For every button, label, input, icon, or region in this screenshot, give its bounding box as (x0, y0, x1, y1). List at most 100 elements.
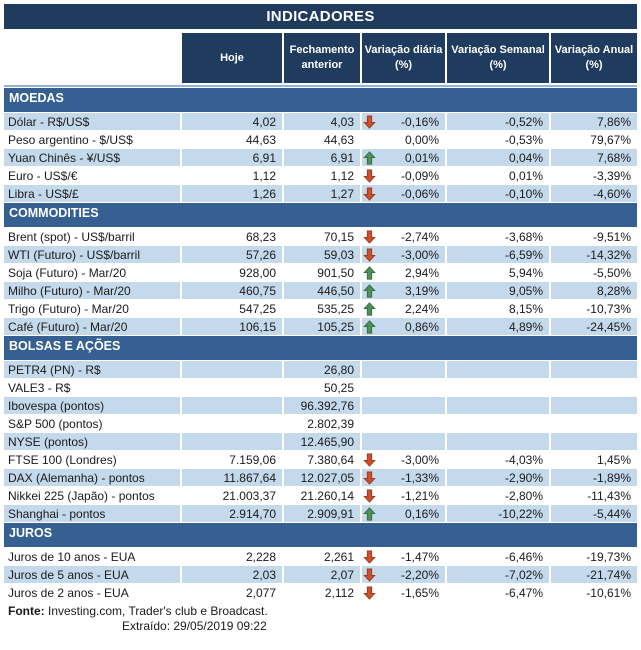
row-label: Dólar - R$/US$ (4, 113, 180, 130)
down-arrow-icon (363, 470, 376, 485)
down-arrow-icon (363, 585, 376, 600)
variacao-anual-cell: 7,86% (551, 113, 637, 130)
up-arrow-icon (363, 319, 376, 334)
hoje-cell: 460,75 (182, 282, 282, 299)
variacao-semanal-cell (447, 379, 549, 396)
variacao-diaria-value: 0,00% (404, 132, 439, 147)
table-row: Juros de 10 anos - EUA 2,228 2,261 -1,47… (4, 548, 637, 565)
hoje-cell: 106,15 (182, 318, 282, 335)
variacao-diaria-cell: 2,24% (362, 300, 445, 317)
table-row: Milho (Futuro) - Mar/20 460,75 446,50 3,… (4, 282, 637, 299)
variacao-diaria-value: 2,94% (404, 265, 439, 280)
table-row: Libra - US$/£ 1,26 1,27 -0,06% -0,10% -4… (4, 185, 637, 202)
column-header-hoje: Hoje (182, 33, 282, 83)
variacao-semanal-cell (447, 361, 549, 378)
up-arrow-icon (363, 301, 376, 316)
hoje-cell: 2,077 (182, 584, 282, 601)
report-title-bar: INDICADORES (4, 4, 637, 29)
variacao-diaria-value: 0,01% (404, 150, 439, 165)
report-title: INDICADORES (266, 8, 375, 25)
variacao-diaria-value: -2,74% (400, 229, 439, 244)
fechamento-anterior-cell: 26,80 (284, 361, 360, 378)
variacao-anual-cell: -24,45% (551, 318, 637, 335)
variacao-diaria-value: -0,16% (400, 114, 439, 129)
section-header-commodities: COMMODITIES (4, 203, 637, 227)
hoje-cell: 1,26 (182, 185, 282, 202)
variacao-diaria-value: -1,47% (400, 549, 439, 564)
hoje-cell: 2,228 (182, 548, 282, 565)
variacao-diaria-value: 0,86% (404, 319, 439, 334)
fechamento-anterior-cell: 4,03 (284, 113, 360, 130)
variacao-diaria-cell: 3,19% (362, 282, 445, 299)
hoje-cell: 928,00 (182, 264, 282, 281)
trend-arrow-slot (363, 567, 376, 582)
variacao-semanal-cell: -0,52% (447, 113, 549, 130)
table-row: Juros de 2 anos - EUA 2,077 2,112 -1,65%… (4, 584, 637, 601)
down-arrow-icon (363, 186, 376, 201)
variacao-anual-cell: -1,89% (551, 469, 637, 486)
variacao-anual-cell: -14,32% (551, 246, 637, 263)
table-row: Ibovespa (pontos) 96.392,76 (4, 397, 637, 414)
up-arrow-icon (363, 150, 376, 165)
variacao-semanal-cell: -0,10% (447, 185, 549, 202)
trend-arrow-slot (363, 133, 376, 147)
variacao-semanal-cell: 4,89% (447, 318, 549, 335)
variacao-diaria-cell: 0,01% (362, 149, 445, 166)
trend-arrow-slot (363, 417, 376, 431)
table-row: Brent (spot) - US$/barril 68,23 70,15 -2… (4, 228, 637, 245)
variacao-diaria-cell: -2,20% (362, 566, 445, 583)
row-label: Juros de 2 anos - EUA (4, 584, 180, 601)
variacao-anual-cell: 79,67% (551, 131, 637, 148)
table-row: Trigo (Futuro) - Mar/20 547,25 535,25 2,… (4, 300, 637, 317)
variacao-diaria-value: -0,09% (400, 168, 439, 183)
variacao-semanal-cell: -3,68% (447, 228, 549, 245)
variacao-anual-cell: 8,28% (551, 282, 637, 299)
trend-arrow-slot (363, 488, 376, 503)
variacao-diaria-cell (362, 415, 445, 432)
variacao-anual-cell: -5,44% (551, 505, 637, 522)
column-header-row: Hoje Fechamento anterior Variação diária… (4, 33, 637, 83)
section-title: MOEDAS (9, 91, 64, 105)
variacao-diaria-value: -3,00% (400, 247, 439, 262)
hoje-cell: 4,02 (182, 113, 282, 130)
fechamento-anterior-cell: 1,27 (284, 185, 360, 202)
up-arrow-icon (363, 265, 376, 280)
row-label: NYSE (pontos) (4, 433, 180, 450)
row-label: Peso argentino - $/US$ (4, 131, 180, 148)
fechamento-anterior-cell: 50,25 (284, 379, 360, 396)
hoje-cell (182, 361, 282, 378)
report-footer: Fonte: Investing.com, Trader's club e Br… (4, 604, 637, 634)
source-line: Fonte: Investing.com, Trader's club e Br… (8, 604, 637, 619)
fechamento-anterior-cell: 105,25 (284, 318, 360, 335)
row-label: PETR4 (PN) - R$ (4, 361, 180, 378)
variacao-semanal-cell: -0,53% (447, 131, 549, 148)
fechamento-anterior-cell: 7.380,64 (284, 451, 360, 468)
row-label: Juros de 5 anos - EUA (4, 566, 180, 583)
variacao-anual-cell: -21,74% (551, 566, 637, 583)
table-row: Shanghai - pontos 2.914,70 2.909,91 0,16… (4, 505, 637, 522)
fechamento-anterior-cell: 2.909,91 (284, 505, 360, 522)
source-label: Fonte: (8, 604, 45, 618)
fechamento-anterior-cell: 70,15 (284, 228, 360, 245)
extracted-line: Extraído: 29/05/2019 09:22 (122, 619, 267, 633)
row-label: Shanghai - pontos (4, 505, 180, 522)
table-row: Yuan Chinês - ¥/US$ 6,91 6,91 0,01% 0,04… (4, 149, 637, 166)
table-row: S&P 500 (pontos) 2.802,39 (4, 415, 637, 432)
column-header-fechamento-anterior: Fechamento anterior (284, 33, 360, 83)
table-section: COMMODITIES Brent (spot) - US$/barril 68… (4, 203, 637, 335)
variacao-diaria-cell (362, 379, 445, 396)
variacao-diaria-cell: -3,00% (362, 246, 445, 263)
variacao-diaria-cell: 0,86% (362, 318, 445, 335)
row-label: VALE3 - R$ (4, 379, 180, 396)
variacao-anual-cell: -10,73% (551, 300, 637, 317)
variacao-diaria-value: 0,16% (404, 506, 439, 521)
variacao-diaria-cell: -0,06% (362, 185, 445, 202)
hoje-cell: 2.914,70 (182, 505, 282, 522)
down-arrow-icon (363, 247, 376, 262)
table-body: MOEDAS Dólar - R$/US$ 4,02 4,03 -0,16% -… (4, 88, 637, 601)
variacao-anual-cell (551, 433, 637, 450)
trend-arrow-slot (363, 506, 376, 521)
fechamento-anterior-cell: 96.392,76 (284, 397, 360, 414)
variacao-semanal-cell: -2,80% (447, 487, 549, 504)
trend-arrow-slot (363, 283, 376, 298)
